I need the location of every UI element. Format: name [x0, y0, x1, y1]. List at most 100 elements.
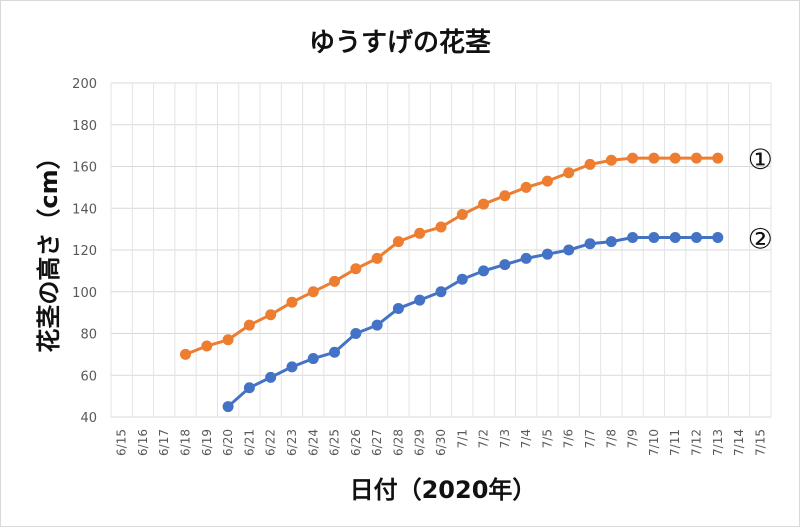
x-tick-label: 7/4: [519, 429, 533, 448]
x-tick-label: 6/27: [370, 429, 384, 456]
data-point-series-2: [286, 361, 298, 373]
x-tick-label: 6/28: [391, 429, 405, 456]
data-point-series-2: [541, 248, 553, 260]
x-tick-label: 6/23: [285, 429, 299, 456]
data-point-series-1: [329, 275, 341, 287]
x-tick-label: 7/14: [732, 429, 746, 456]
data-point-series-2: [243, 382, 255, 394]
data-point-series-2: [669, 231, 681, 243]
series-markers: [180, 152, 724, 413]
data-point-series-2: [222, 401, 234, 413]
y-tick-label: 60: [80, 369, 97, 384]
data-point-series-1: [201, 340, 213, 352]
data-point-series-2: [414, 294, 426, 306]
x-tick-label: 7/6: [562, 429, 576, 448]
data-point-series-2: [563, 244, 575, 256]
x-tick-label: 7/15: [753, 429, 767, 456]
x-tick-label: 7/1: [455, 429, 469, 448]
data-point-series-1: [584, 158, 596, 170]
x-tick-label: 6/17: [157, 429, 171, 456]
data-point-series-1: [350, 263, 362, 275]
x-tick-label: 7/10: [647, 429, 661, 456]
data-point-series-2: [265, 371, 277, 383]
data-point-series-2: [648, 231, 660, 243]
series-label-2: ②: [748, 222, 773, 255]
data-point-series-1: [478, 198, 490, 210]
data-point-series-1: [180, 348, 192, 360]
data-point-series-2: [690, 231, 702, 243]
data-point-series-2: [329, 346, 341, 358]
data-point-series-1: [499, 190, 511, 202]
data-point-series-1: [265, 309, 277, 321]
data-point-series-1: [307, 286, 319, 298]
y-tick-label: 200: [72, 77, 97, 92]
x-tick-label: 7/9: [626, 429, 640, 448]
x-tick-label: 7/7: [583, 429, 597, 448]
x-tick-label: 6/18: [179, 429, 193, 456]
data-point-series-1: [605, 154, 617, 166]
data-point-series-1: [435, 221, 447, 233]
data-point-series-2: [371, 319, 383, 331]
x-tick-label: 6/29: [413, 429, 427, 456]
y-tick-label: 160: [72, 161, 97, 176]
data-point-series-1: [414, 227, 426, 239]
data-point-series-1: [541, 175, 553, 187]
y-tick-labels: 40 60 80 100 120 140 160 180 200: [72, 77, 97, 426]
x-tick-label: 7/8: [604, 429, 618, 448]
data-point-series-2: [627, 231, 639, 243]
x-tick-label: 6/20: [221, 429, 235, 456]
data-point-series-2: [307, 353, 319, 365]
data-point-series-2: [392, 302, 404, 314]
data-point-series-1: [669, 152, 681, 164]
data-point-series-2: [499, 259, 511, 271]
data-point-series-2: [520, 252, 532, 264]
x-tick-label: 6/24: [306, 429, 320, 456]
x-axis-title: 日付（2020年）: [350, 476, 537, 504]
x-tick-label: 7/11: [668, 429, 682, 456]
chart-title: ゆうすげの花茎: [309, 28, 491, 58]
gridlines: [110, 82, 772, 418]
data-point-series-1: [712, 152, 724, 164]
data-point-series-2: [456, 273, 468, 285]
x-tick-label: 7/13: [711, 429, 725, 456]
data-point-series-1: [392, 236, 404, 248]
y-tick-label: 120: [72, 244, 97, 259]
data-point-series-2: [350, 328, 362, 339]
series-annotations: ①②: [748, 143, 773, 255]
x-tick-labels: 6/15 6/16 6/17 6/18 6/19 6/20 6/21 6/22 6/23 6/24…: [115, 429, 768, 456]
x-tick-label: 6/22: [264, 429, 278, 456]
y-tick-label: 100: [72, 286, 97, 301]
x-tick-label: 6/16: [136, 429, 150, 456]
data-point-series-1: [648, 152, 660, 164]
data-point-series-1: [371, 252, 383, 264]
y-axis-title: 花茎の高さ（cm）: [35, 145, 63, 352]
y-tick-label: 180: [72, 119, 97, 134]
data-point-series-2: [435, 286, 447, 298]
data-point-series-2: [712, 231, 724, 243]
x-tick-label: 6/30: [434, 429, 448, 456]
data-point-series-1: [627, 152, 639, 164]
x-tick-label: 7/2: [477, 429, 491, 448]
data-point-series-1: [222, 334, 234, 346]
data-point-series-2: [584, 238, 596, 250]
data-point-series-1: [286, 296, 298, 308]
data-point-series-2: [478, 265, 490, 277]
y-tick-label: 140: [72, 202, 97, 217]
x-tick-label: 7/5: [540, 429, 554, 448]
y-tick-label: 80: [80, 328, 97, 343]
x-tick-label: 6/21: [242, 429, 256, 456]
x-tick-label: 6/15: [115, 429, 129, 456]
data-point-series-1: [563, 167, 575, 179]
data-point-series-1: [520, 181, 532, 193]
x-tick-label: 6/25: [328, 429, 342, 456]
data-point-series-1: [690, 152, 702, 164]
x-tick-label: 7/12: [689, 429, 703, 456]
series-label-1: ①: [748, 143, 773, 176]
x-tick-label: 6/19: [200, 429, 214, 456]
data-point-series-1: [243, 319, 255, 331]
data-point-series-2: [605, 236, 617, 248]
data-point-series-1: [456, 209, 468, 221]
x-tick-label: 6/26: [349, 429, 363, 456]
